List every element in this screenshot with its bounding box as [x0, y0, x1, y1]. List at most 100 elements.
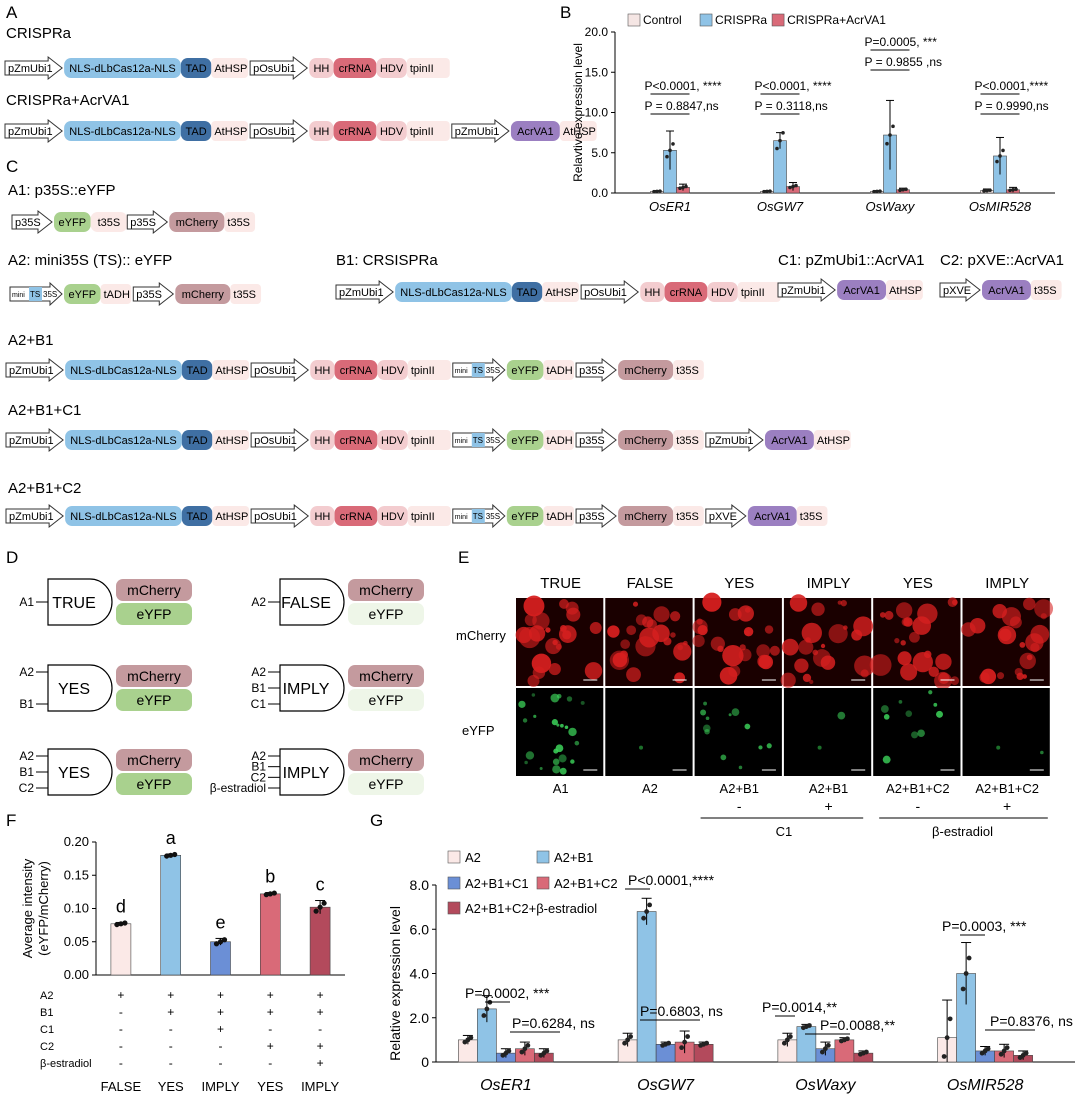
gate-input-label: β-estradiol	[210, 781, 266, 795]
gene-label: crRNA	[339, 63, 372, 75]
data-point	[666, 1040, 672, 1046]
promoter-label: pOsUbi1	[254, 511, 297, 523]
construct-title: A2+B1+C2	[8, 480, 81, 497]
green-cell	[539, 766, 543, 771]
gene-label: eYFP	[511, 435, 539, 447]
red-cell	[909, 631, 920, 643]
category-label: YES	[257, 1079, 283, 1094]
green-cell	[936, 710, 944, 718]
row-label: mCherry	[456, 628, 506, 643]
sample-label: A2+B1+C2	[886, 781, 950, 796]
green-cell	[928, 690, 933, 695]
promoter-arrow	[249, 55, 309, 81]
gene-label: AcrVA1	[988, 285, 1024, 297]
promoter-arrow	[705, 503, 747, 529]
legend-swatch	[699, 13, 713, 27]
promoter-label: p35S	[579, 435, 605, 447]
sign-label: +	[824, 798, 832, 814]
mini-label: mini	[12, 292, 25, 299]
red-cell	[781, 638, 799, 656]
eyfp-output	[116, 689, 192, 711]
promoter-label: pZmUbi1	[455, 126, 500, 138]
red-cell	[901, 617, 910, 627]
gene-box	[377, 360, 408, 380]
data-point	[263, 892, 269, 898]
green-cell	[882, 755, 891, 764]
gene-box	[747, 506, 797, 526]
data-point	[794, 183, 798, 188]
gene-box	[334, 360, 378, 380]
green-cell	[766, 743, 772, 749]
data-point	[788, 185, 792, 190]
gene-label: crRNA	[340, 435, 373, 447]
gene-box	[181, 506, 213, 526]
condition-sign: -	[219, 1056, 223, 1070]
eyfp-output	[116, 773, 192, 795]
mcherry-output	[348, 749, 424, 771]
red-cell	[1030, 624, 1050, 644]
terminator-box	[230, 284, 262, 304]
bar	[259, 893, 281, 976]
green-cell	[568, 727, 577, 737]
category-label: IMPLY	[301, 1079, 339, 1094]
gene-box	[664, 282, 708, 302]
red-cell	[670, 611, 681, 622]
condition-sign: +	[317, 1056, 324, 1070]
y-tick-label: 0.20	[64, 834, 89, 849]
red-cell	[673, 642, 692, 661]
output-label: eYFP	[368, 606, 403, 622]
construct-title: CRISPRa	[6, 25, 72, 42]
data-point	[891, 124, 895, 129]
red-cell	[798, 639, 814, 655]
significance-label: P=0.0005, ***	[865, 35, 938, 49]
gate-input-label: A2	[251, 749, 266, 763]
gene-label: HDV	[381, 365, 405, 377]
terminator-label: tADH	[546, 365, 572, 377]
green-cell	[905, 710, 913, 717]
gate-input-label: A1	[19, 595, 34, 609]
red-cell	[840, 599, 847, 607]
condition-sign: +	[267, 1039, 274, 1053]
red-cell	[1016, 672, 1024, 681]
eyfp-image	[605, 688, 693, 776]
construct-title: C2: pXVE::AcrVA1	[940, 252, 1064, 269]
bar	[636, 911, 657, 1063]
green-cell	[556, 723, 560, 727]
red-cell	[743, 626, 754, 637]
red-cell	[626, 667, 641, 683]
promoter-label: pOsUbi1	[254, 435, 297, 447]
data-point	[1004, 1045, 1010, 1051]
gate-input-label: B1	[19, 697, 34, 711]
legend-swatch	[447, 901, 461, 915]
promoter-label: pXVE	[709, 511, 737, 523]
ts-site	[29, 287, 42, 301]
green-cell	[525, 751, 535, 760]
gate-input-label: A2	[19, 665, 34, 679]
terminator-box	[211, 121, 249, 141]
promoter-arrow	[777, 277, 836, 303]
green-cell	[883, 714, 890, 720]
green-cell	[996, 745, 1001, 750]
y-tick-label: 20.0	[585, 25, 609, 39]
terminator-label: t35S	[800, 511, 823, 523]
data-point	[647, 902, 653, 908]
data-point	[213, 941, 220, 947]
data-point	[825, 1043, 831, 1048]
condition-sign: -	[119, 1022, 123, 1036]
promoter-arrow	[250, 427, 310, 453]
ts-site	[471, 363, 485, 377]
y-tick-label: 6.0	[410, 921, 430, 937]
bar	[110, 923, 132, 976]
promoter-arrow	[249, 118, 309, 144]
data-point	[985, 188, 989, 193]
eyfp-image	[962, 688, 1050, 776]
data-point	[901, 187, 905, 192]
gene-box	[175, 284, 231, 304]
panel-a: A CRISPRa pZmUbi1 NLS-dLbCas12a-NLS TAD AtHSP…	[4, 3, 597, 144]
condition-sign: +	[317, 988, 324, 1002]
construct-title: A2+B1+C1	[8, 402, 81, 419]
red-cell	[515, 626, 532, 644]
red-cell	[1019, 652, 1036, 670]
terminator-label: tADH	[546, 511, 572, 523]
